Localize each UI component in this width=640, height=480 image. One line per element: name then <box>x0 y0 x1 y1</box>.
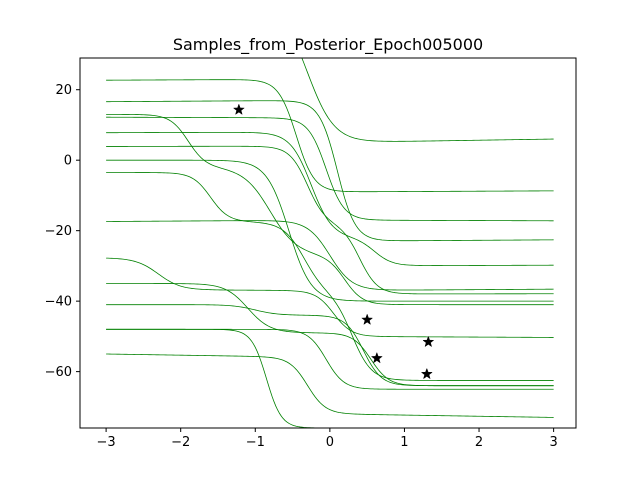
observation-star-4 <box>422 335 435 348</box>
observation-star-1 <box>232 103 245 115</box>
observation-star-5 <box>420 367 433 380</box>
x-tick-label-3: −1 <box>246 435 265 450</box>
sample-line-15 <box>106 353 554 418</box>
y-tick-label-2: −40 <box>45 295 72 310</box>
x-tick-label-6: 2 <box>475 435 483 450</box>
y-tick-label-1: −60 <box>45 365 72 380</box>
x-tick-label-4: 0 <box>326 435 334 450</box>
plot-frame <box>79 57 577 429</box>
sample-line-1 <box>301 58 554 142</box>
sample-line-6 <box>106 145 554 295</box>
sample-line-3 <box>106 100 554 242</box>
y-tick-label-3: −20 <box>45 224 72 239</box>
y-tick-label-4: 0 <box>64 154 72 169</box>
sample-line-2 <box>106 79 554 193</box>
sample-line-8 <box>106 172 554 381</box>
sample-line-11 <box>106 257 554 338</box>
observation-markers <box>232 103 435 380</box>
sample-line-4 <box>106 116 554 222</box>
sample-line-13 <box>106 304 554 387</box>
x-axis: −3 −2 −1 0 1 2 3 <box>97 428 558 450</box>
x-tick-label-2: −2 <box>171 435 190 450</box>
sample-line-5 <box>106 131 554 266</box>
x-tick-label-1: −3 <box>97 435 116 450</box>
sample-line-9 <box>106 113 554 306</box>
x-tick-label-7: 3 <box>549 435 557 450</box>
y-tick-label-5: 20 <box>55 83 72 98</box>
observation-star-2 <box>361 313 374 325</box>
sample-line-10 <box>106 220 554 291</box>
y-axis: −60 −40 −20 0 20 <box>45 83 80 380</box>
observation-star-3 <box>370 351 383 364</box>
chart-title: Samples_from_Posterior_Epoch005000 <box>173 35 483 55</box>
x-tick-label-5: 1 <box>400 435 408 450</box>
sample-line-7 <box>106 159 554 302</box>
